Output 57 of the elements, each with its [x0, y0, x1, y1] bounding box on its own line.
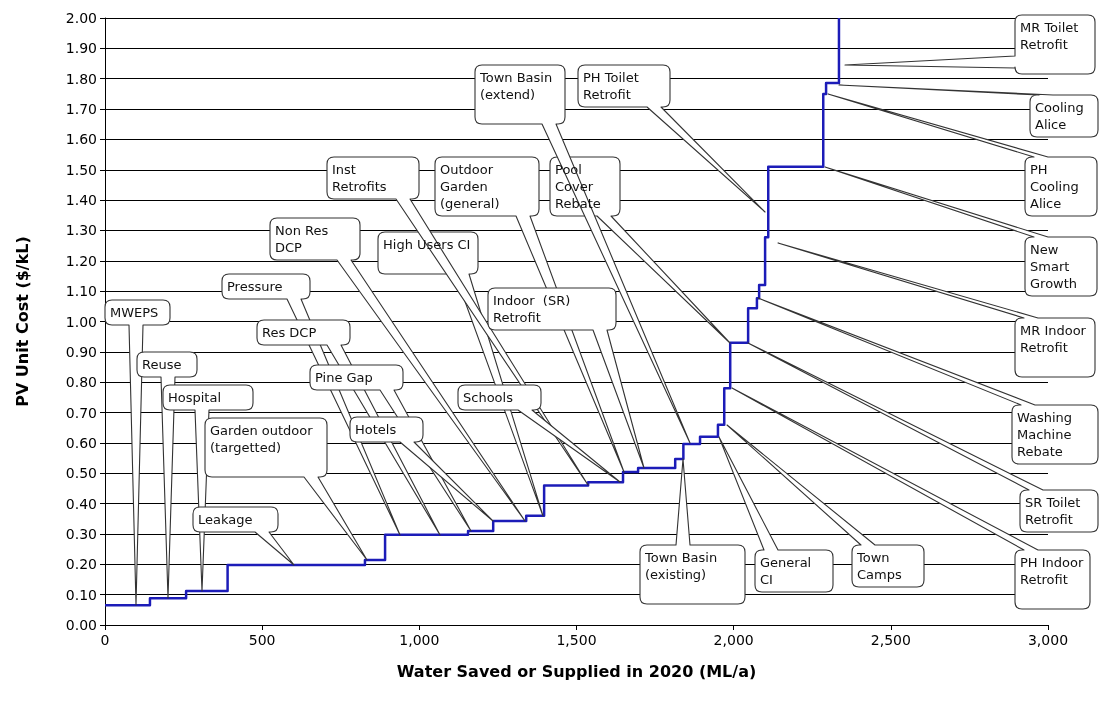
annotation: General CI	[759, 554, 813, 589]
annotation: Pressure	[226, 278, 284, 296]
x-tick-label: 1,500	[556, 632, 597, 648]
annotation: Washing Machine Rebate	[1016, 409, 1074, 461]
y-tick-label: 1.80	[65, 70, 97, 87]
y-tick-label: 0.20	[65, 556, 97, 573]
y-tick-label: 1.20	[65, 252, 97, 269]
annotation: Reuse	[141, 356, 183, 374]
annotation: Town Basin (existing)	[644, 549, 719, 584]
y-tick-label: 0.60	[65, 434, 97, 451]
annotation: Leakage	[197, 511, 254, 529]
annotation: Non Res DCP	[274, 222, 330, 257]
x-tick-label: 0	[100, 632, 110, 648]
y-tick-label: 0.50	[65, 465, 97, 482]
annotation: Schools	[462, 389, 514, 407]
x-axis-title: Water Saved or Supplied in 2020 (ML/a)	[396, 661, 757, 681]
annotation: Pine Gap	[314, 369, 374, 387]
annotation: MWEPS	[109, 304, 160, 322]
x-tick-label: 2,000	[713, 632, 754, 648]
annotation: Indoor (SR) Retrofit	[492, 292, 572, 327]
y-tick-label: 1.70	[65, 101, 97, 118]
annotation: PH Toilet Retrofit	[582, 69, 640, 104]
y-tick-label: 0.80	[65, 374, 97, 391]
annotation: Hospital	[167, 389, 223, 407]
annotation: SR Toilet Retrofit	[1024, 494, 1082, 529]
annotation: Town Camps	[856, 549, 903, 584]
annotation: New Smart Growth	[1029, 241, 1079, 293]
y-tick-label: 1.90	[65, 40, 97, 57]
y-tick-label: 1.10	[65, 283, 97, 300]
x-tick-label: 1,000	[399, 632, 440, 648]
x-tick-label: 3,000	[1027, 632, 1069, 648]
y-tick-label: 1.40	[65, 192, 97, 209]
annotation: Hotels	[354, 421, 398, 439]
annotation: MR Indoor Retrofit	[1019, 322, 1087, 357]
y-axis-title: PV Unit Cost ($/kL)	[12, 236, 32, 407]
annotation: Inst Retrofits	[331, 161, 388, 196]
y-tick-label: 0.00	[65, 617, 97, 633]
y-tick-label: 0.90	[65, 343, 97, 360]
annotation: Res DCP	[261, 324, 318, 342]
y-tick-label: 1.50	[65, 161, 97, 178]
y-tick-label: 1.00	[65, 313, 97, 330]
annotation: Garden outdoor (targetted)	[209, 422, 314, 457]
y-tick-label: 0.70	[65, 404, 97, 421]
y-tick-label: 2.00	[65, 10, 97, 26]
annotation: PH Indoor Retrofit	[1019, 554, 1085, 589]
y-tick-label: 0.40	[65, 495, 97, 512]
annotation: PH Cooling Alice	[1029, 161, 1080, 213]
x-tick-label: 500	[248, 632, 276, 648]
annotation: Outdoor Garden (general)	[439, 161, 501, 213]
y-tick-label: 0.10	[65, 586, 97, 603]
annotation: MR Toilet Retrofit	[1019, 19, 1080, 54]
x-tick-label: 2,500	[870, 632, 911, 648]
y-tick-label: 0.30	[65, 525, 97, 542]
y-tick-label: 1.30	[65, 222, 97, 239]
y-tick-label: 1.60	[65, 131, 97, 148]
annotation: Cooling Alice	[1034, 99, 1085, 134]
annotation: Town Basin (extend)	[479, 69, 554, 104]
